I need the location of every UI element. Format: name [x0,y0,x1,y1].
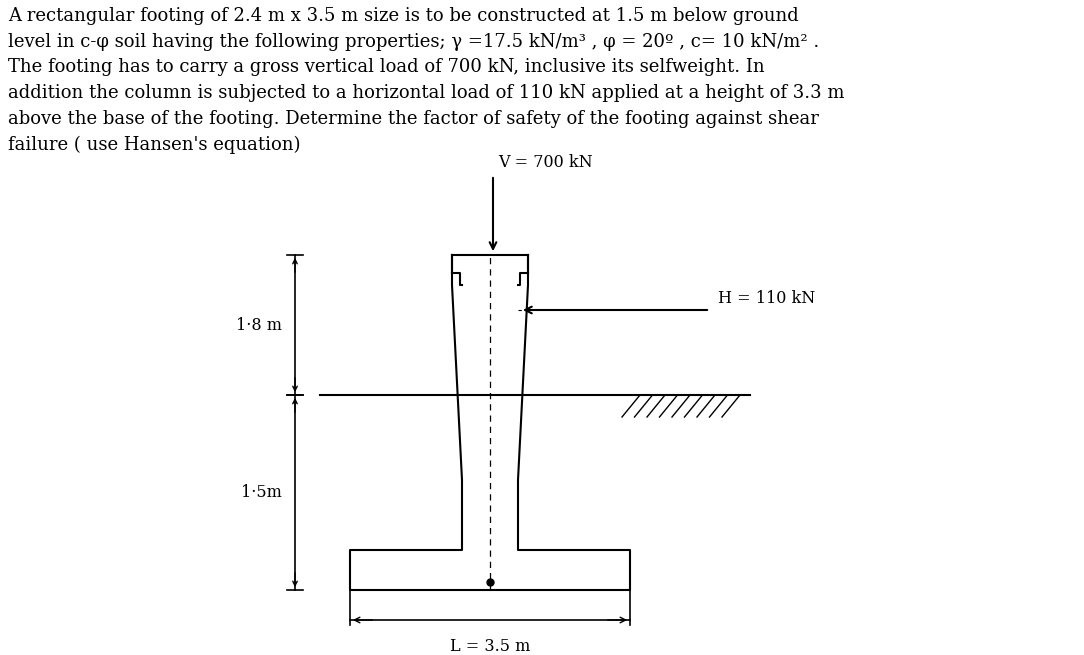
Text: L = 3.5 m: L = 3.5 m [450,638,530,655]
Text: H = 110 kN: H = 110 kN [718,290,815,307]
Text: V = 700 kN: V = 700 kN [498,154,593,171]
Text: A rectangular footing of 2.4 m x 3.5 m size is to be constructed at 1.5 m below : A rectangular footing of 2.4 m x 3.5 m s… [8,7,844,154]
Text: 1·5m: 1·5m [241,484,282,501]
Text: 1·8 m: 1·8 m [236,316,282,333]
